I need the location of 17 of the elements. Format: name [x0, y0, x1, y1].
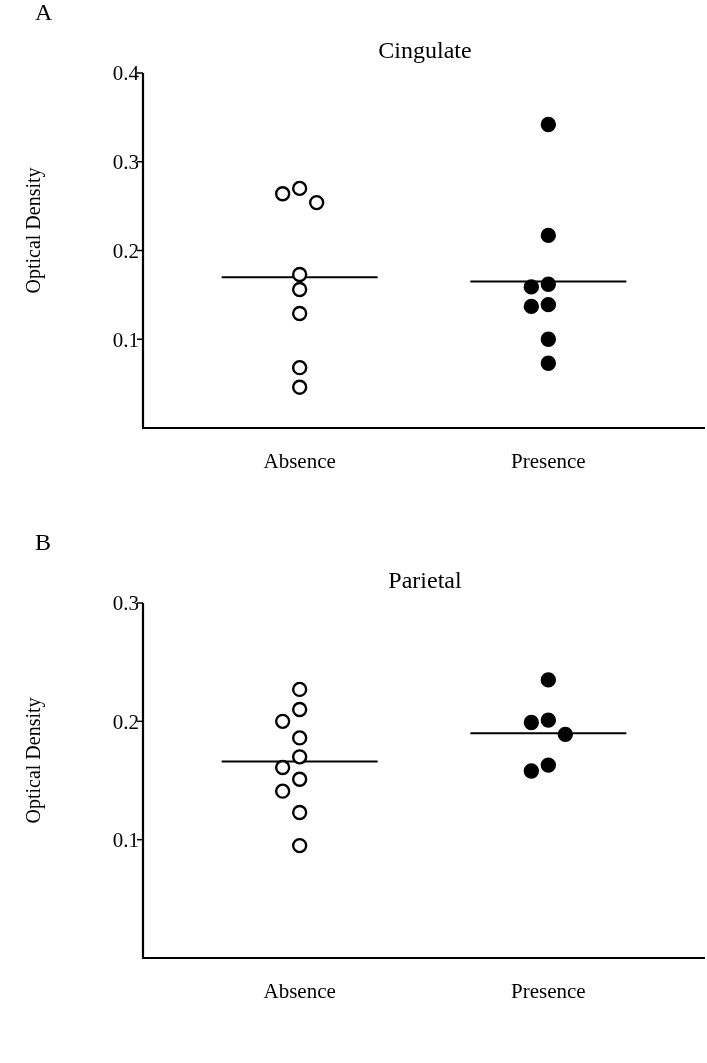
y-axis-title: Optical Density [22, 697, 45, 824]
x-tick-label: Presence [511, 449, 586, 473]
y-tick-label: 0.1 [112, 828, 139, 853]
text: A [35, 0, 53, 25]
y-tick-label: 0.1 [112, 327, 139, 352]
y-tick-label: 0.3 [112, 591, 139, 616]
y-axis-title: Optical Density [22, 167, 45, 294]
text: B [35, 529, 52, 555]
x-tick-label: Absence [263, 449, 336, 473]
y-tick-label: 0.2 [112, 238, 139, 263]
chart-title: Parietal [388, 567, 462, 593]
chart-title: Cingulate [378, 37, 472, 63]
y-tick-label: 0.3 [112, 150, 139, 175]
x-tick-label: Absence [263, 979, 336, 1003]
y-tick-label: 0.4 [112, 61, 140, 86]
y-tick-label: 0.2 [112, 709, 139, 734]
x-tick-label: Presence [511, 979, 586, 1003]
